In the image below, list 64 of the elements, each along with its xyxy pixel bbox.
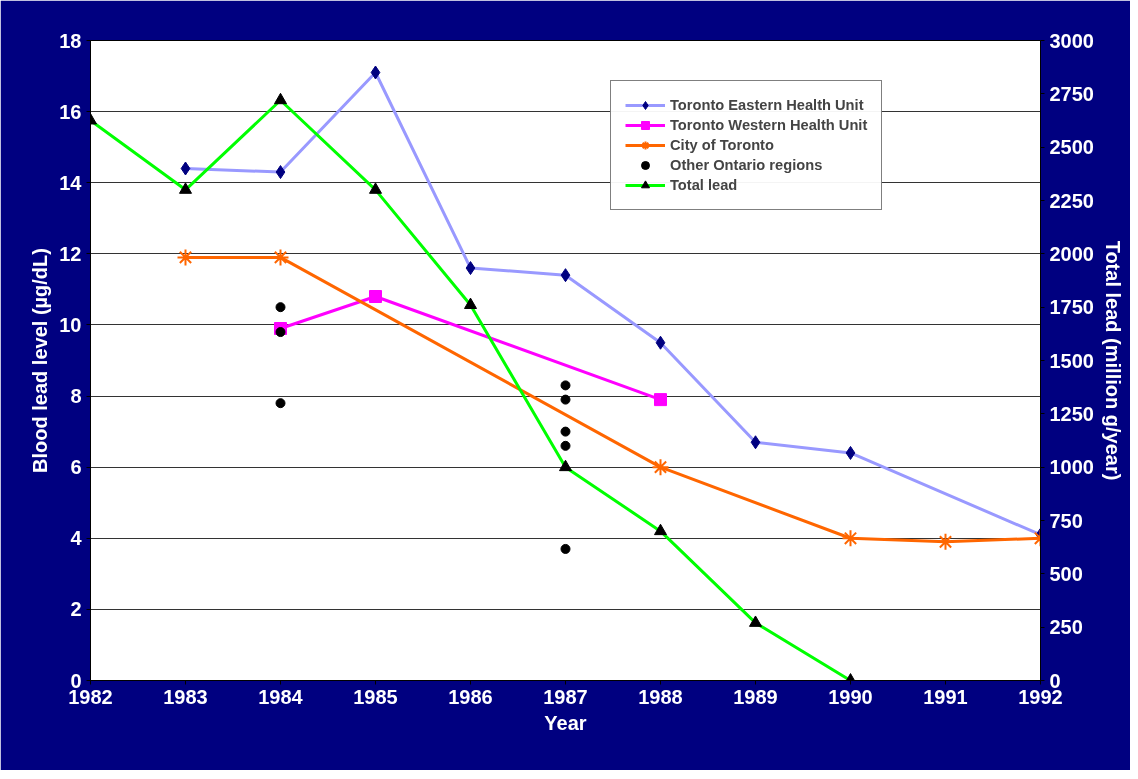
point: [369, 182, 382, 194]
y-tick-label: 6: [70, 456, 82, 479]
y-tick-label: 8: [70, 385, 82, 408]
y2-tick-label: 2750: [1049, 82, 1094, 105]
y2-tick-label: 500: [1049, 562, 1083, 585]
y-tick-label: 16: [59, 100, 82, 123]
x-tick-label: 1984: [258, 685, 304, 708]
y2-tick-label: 1250: [1049, 402, 1094, 425]
x-tick-label: 1988: [638, 685, 683, 708]
y2-tick-label: 2250: [1049, 189, 1094, 212]
point: [275, 165, 286, 180]
point: [464, 297, 477, 309]
point: [560, 394, 571, 405]
point: [655, 335, 666, 350]
point: [275, 302, 286, 313]
x-tick-label: 1991: [923, 685, 968, 708]
y-tick-label: 2: [70, 598, 82, 621]
y2-tick-label: 750: [1049, 509, 1083, 532]
legend-label: Toronto Western Health Unit: [670, 116, 868, 134]
x-tick-label: 1986: [448, 685, 493, 708]
point: [370, 65, 381, 80]
point: [560, 543, 571, 554]
y-tick-label: 12: [59, 242, 82, 265]
y-axis-title: Blood lead level (µg/dL): [29, 248, 52, 473]
point: [180, 161, 191, 176]
y-tick-label: 10: [59, 313, 82, 336]
point: [560, 426, 571, 437]
point: [845, 445, 856, 460]
y2-axis-title: Total lead (million g/year): [1101, 240, 1124, 481]
legend-label: City of Toronto: [670, 136, 774, 154]
legend-label: Total lead: [670, 176, 738, 194]
point: [274, 92, 287, 105]
y-tick-label: 18: [59, 29, 82, 52]
point: [654, 523, 667, 536]
y2-tick-label: 1500: [1049, 349, 1094, 372]
point: [750, 435, 761, 450]
legend-label: Toronto Eastern Health Unit: [670, 96, 864, 114]
y-tick-label: 14: [59, 171, 83, 194]
point: [559, 459, 572, 472]
x-tick-label: 1989: [733, 685, 778, 708]
y2-tick-label: 1000: [1049, 456, 1094, 479]
x-tick-label: 1990: [828, 685, 873, 708]
point: [560, 268, 571, 283]
point: [179, 182, 192, 194]
point: [560, 380, 571, 391]
point: [560, 440, 571, 451]
x-tick-label: 1983: [163, 685, 208, 708]
point: [275, 398, 286, 409]
point: [651, 458, 670, 477]
y-tick-label: 4: [70, 527, 83, 550]
legend-label: Other Ontario regions: [670, 156, 823, 174]
point: [465, 261, 476, 276]
x-tick-label: 1987: [543, 685, 588, 708]
point: [654, 393, 667, 407]
point: [749, 615, 762, 627]
y2-tick-label: 2500: [1049, 136, 1094, 159]
x-axis-title: Year: [544, 711, 587, 734]
y2-tick-label: 250: [1049, 616, 1083, 639]
y2-tick-label: 2000: [1049, 242, 1094, 265]
y2-tick-label: 1750: [1049, 296, 1094, 319]
point: [275, 327, 286, 338]
point: [369, 290, 382, 303]
x-tick-label: 1985: [353, 685, 398, 708]
y2-tick-label: 3000: [1049, 29, 1094, 52]
